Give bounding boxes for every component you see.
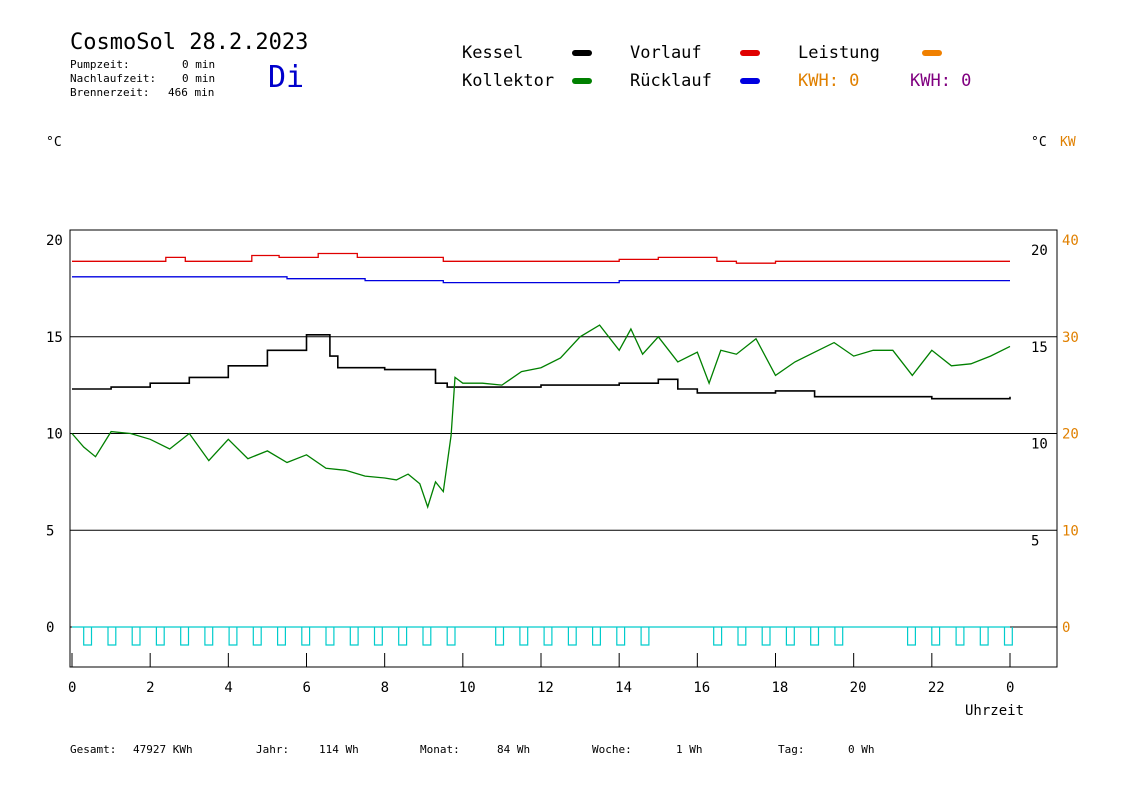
legend-kollektor-swatch — [572, 78, 592, 84]
legend-ruecklauf-swatch — [740, 78, 760, 84]
footer-woche-value: 1 Wh — [676, 743, 703, 756]
x-tick-label: 2 — [146, 680, 154, 696]
y-tick-right-c: 10 — [1031, 437, 1048, 453]
legend-kwh-leistung: KWH: 0 — [798, 71, 860, 91]
footer-jahr-label: Jahr: — [256, 743, 290, 756]
x-tick-label: 8 — [381, 680, 389, 696]
y-tick-right-kw: 20 — [1062, 427, 1079, 443]
y-tick-left: 0 — [46, 620, 54, 636]
stat-value: 0 min — [182, 58, 216, 71]
y-tick-right-c: 20 — [1031, 243, 1048, 259]
stat-brennerzeit: Brennerzeit: 466 min — [70, 86, 214, 99]
x-tick-label: 16 — [693, 680, 710, 696]
x-tick-label: 4 — [224, 680, 232, 696]
y-tick-right-kw: 30 — [1062, 330, 1079, 346]
stat-label: Nachlaufzeit: — [70, 72, 157, 85]
y-tick-left: 10 — [46, 427, 63, 443]
y-tick-left: 20 — [46, 233, 63, 249]
plot-frame — [69, 229, 1058, 668]
stat-nachlaufzeit: Nachlaufzeit: 0 min — [70, 72, 215, 85]
series-pumpe-pulses — [83, 627, 1013, 646]
series-kessel — [72, 334, 1011, 400]
footer-monat-value: 84 Wh — [497, 743, 531, 756]
x-tick-label: 22 — [928, 680, 945, 696]
x-tick-label: 12 — [537, 680, 554, 696]
legend-kessel-swatch — [572, 50, 592, 56]
x-tick-label: 14 — [615, 680, 632, 696]
y-tick-left: 5 — [46, 523, 54, 539]
x-tick-label: 6 — [303, 680, 311, 696]
y-tick-right-c: 5 — [1031, 533, 1039, 549]
x-tick-label: 18 — [772, 680, 789, 696]
legend-ruecklauf-label: Rücklauf — [630, 71, 712, 91]
legend-vorlauf-swatch — [740, 50, 760, 56]
stat-pumpzeit: Pumpzeit: 0 min — [70, 58, 215, 71]
footer-gesamt-label: Gesamt: — [70, 743, 117, 756]
stat-label: Pumpzeit: — [70, 58, 130, 71]
legend-leistung-label: Leistung — [798, 43, 880, 63]
left-axis-unit: °C — [46, 135, 62, 150]
x-tick-label: 10 — [459, 680, 476, 696]
legend-vorlauf-label: Vorlauf — [630, 43, 702, 63]
legend-leistung-swatch — [922, 50, 942, 56]
legend-kollektor-label: Kollektor — [462, 71, 555, 91]
legend-kessel-label: Kessel — [462, 43, 524, 63]
x-tick-label: 0 — [68, 680, 76, 696]
footer-woche-label: Woche: — [592, 743, 632, 756]
stat-value: 466 min — [168, 86, 215, 99]
page-title: CosmoSol 28.2.2023 — [70, 30, 309, 55]
footer-tag-value: 0 Wh — [848, 743, 875, 756]
series-kollektor — [71, 324, 1011, 510]
y-tick-right-kw: 10 — [1062, 523, 1079, 539]
x-axis-label: Uhrzeit — [965, 703, 1024, 719]
footer-monat-label: Monat: — [420, 743, 460, 756]
footer-gesamt-value: 47927 KWh — [133, 743, 193, 756]
right-axis-unit-kw: KW — [1060, 135, 1076, 150]
y-tick-right-kw: 0 — [1062, 620, 1070, 636]
stat-value: 0 min — [182, 72, 216, 85]
weekday-label: Di — [268, 60, 305, 95]
footer-jahr-value: 114 Wh — [319, 743, 359, 756]
right-axis-unit-c: °C — [1031, 135, 1047, 150]
series-ruecklauf — [72, 276, 1010, 284]
footer-tag-label: Tag: — [778, 743, 805, 756]
stat-label: Brennerzeit: — [70, 86, 150, 99]
y-tick-right-kw: 40 — [1062, 233, 1079, 249]
series-vorlauf — [72, 252, 1010, 264]
y-tick-left: 15 — [46, 330, 63, 346]
x-tick-label: 0 — [1006, 680, 1014, 696]
legend-kwh-secondary: KWH: 0 — [910, 71, 972, 91]
x-tick-label: 20 — [850, 680, 867, 696]
y-tick-right-c: 15 — [1031, 340, 1048, 356]
